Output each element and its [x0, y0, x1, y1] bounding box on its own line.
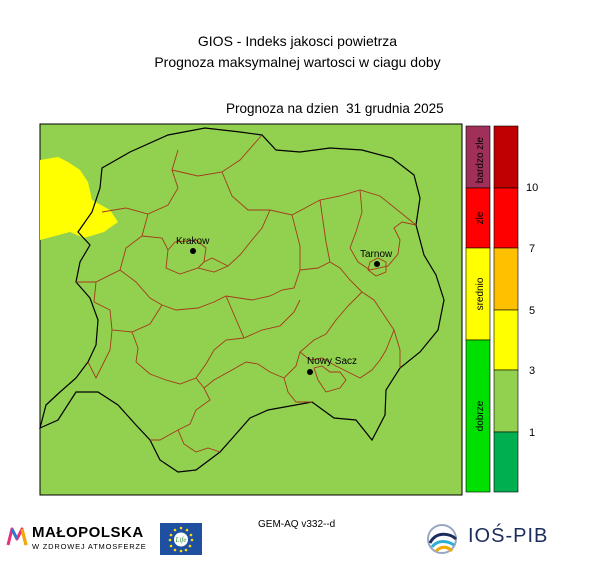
scale-tick-10: 10: [526, 182, 538, 194]
legend-label-bad: zle: [475, 211, 486, 224]
map-background: [39, 123, 463, 496]
legend-category-bad: [465, 187, 491, 249]
malopolska-name: MAŁOPOLSKA: [32, 524, 144, 541]
moderate-index-region: [40, 157, 118, 240]
scale-band-1: [493, 125, 519, 189]
scale-tick-3: 3: [529, 365, 535, 377]
legend-label-very-bad: bardzo zle: [475, 136, 486, 183]
legend-category-good: [465, 339, 491, 493]
chart-title: GIOS - Indeks jakosci powietrza: [197, 33, 398, 49]
legend-label-moderate: srednio: [475, 277, 486, 310]
model-version-label: GEM-AQ v332--d: [258, 519, 336, 530]
chart-subtitle: Prognoza maksymalnej wartosci w ciagu do…: [154, 54, 441, 70]
malopolska-mark-icon: [6, 527, 28, 546]
city-marker-nowy-sacz: [307, 369, 313, 375]
scale-band-3: [493, 247, 519, 311]
city-marker-krakow: [190, 248, 196, 254]
eu-flag-icon: Life: [160, 523, 202, 555]
legend-label-good: dobrze: [475, 400, 486, 431]
ios-pib-name: IOŚ-PIB: [468, 525, 549, 547]
eu-life-logo: Life: [160, 523, 202, 555]
eu-life-text: Life: [175, 536, 187, 544]
malopolska-logo: MAŁOPOLSKA W ZDROWEJ ATMOSFERZE: [6, 521, 156, 557]
city-marker-tarnow: [374, 261, 380, 267]
ios-swirl-icon: [427, 524, 458, 554]
malopolska-tagline: W ZDROWEJ ATMOSFERZE: [32, 542, 147, 551]
scale-tick-5: 5: [529, 305, 535, 317]
voivodeship-border: [39, 127, 445, 473]
category-legend: bardzo zle zle srednio dobrze: [465, 125, 491, 493]
city-label-tarnow: Tarnow: [360, 249, 393, 260]
county-borders: [76, 134, 417, 453]
city-label-krakow: Krakow: [176, 236, 210, 247]
ios-pib-logo: IOŚ-PIB: [424, 521, 564, 557]
index-color-scale: 10 7 5 3 1: [493, 125, 538, 493]
scale-band-6: [493, 431, 519, 493]
legend-category-very-bad: [465, 125, 491, 189]
scale-band-2: [493, 187, 519, 249]
scale-band-5: [493, 369, 519, 433]
scale-tick-7: 7: [529, 243, 535, 255]
city-label-nowy-sacz: Nowy Sacz: [307, 356, 357, 367]
scale-tick-1: 1: [529, 427, 535, 439]
forecast-date-label: Prognoza na dzien 31 grudnia 2025: [226, 101, 444, 116]
scale-band-4: [493, 309, 519, 371]
